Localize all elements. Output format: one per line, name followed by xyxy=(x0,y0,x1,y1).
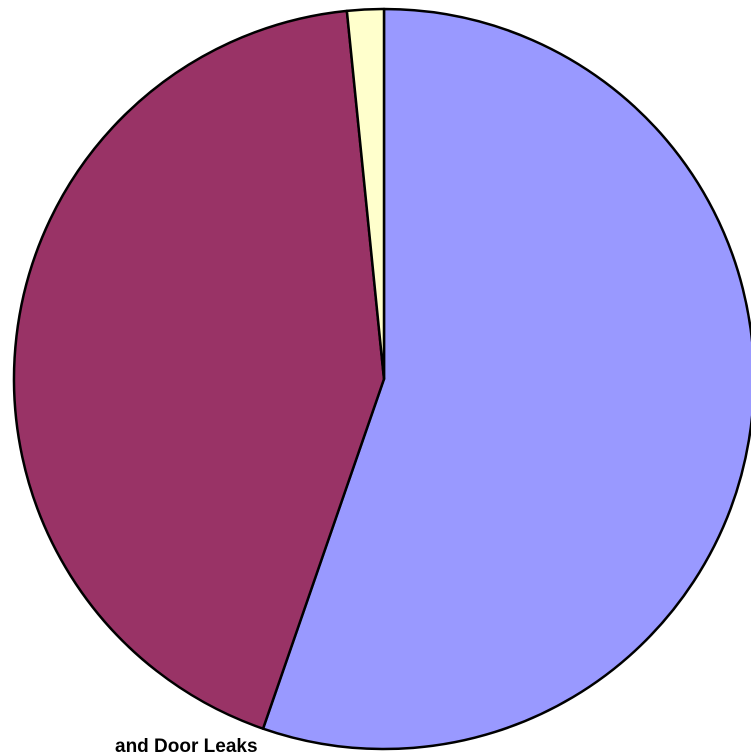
pie-slice xyxy=(345,7,386,381)
annotation: and Door Leaks xyxy=(115,736,258,754)
pie-slice xyxy=(12,9,386,730)
